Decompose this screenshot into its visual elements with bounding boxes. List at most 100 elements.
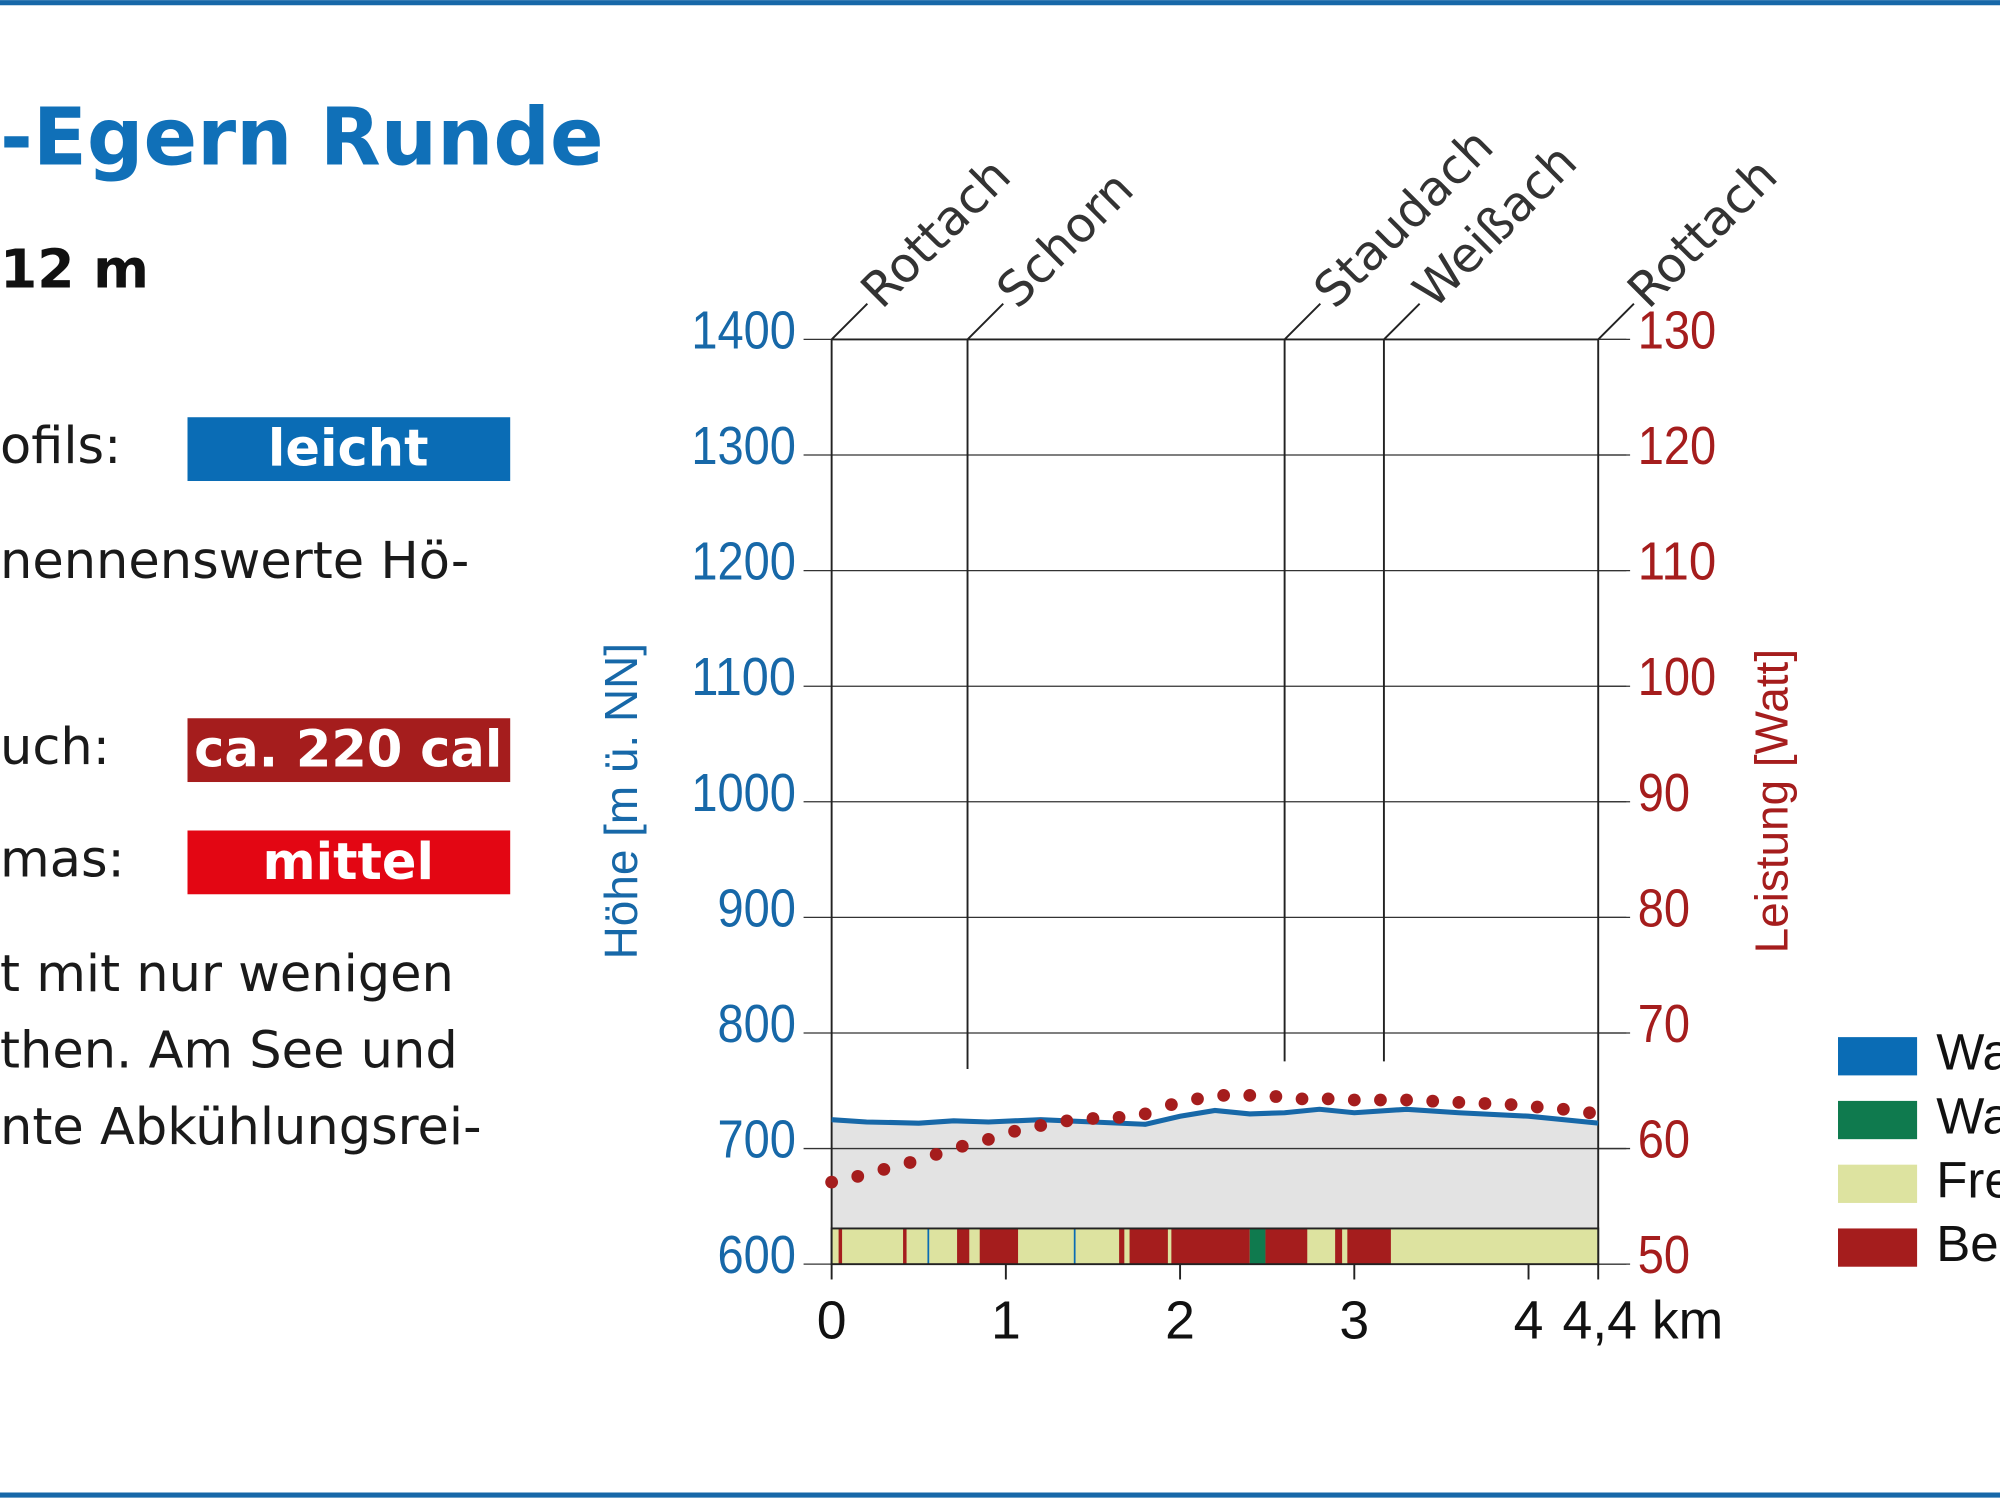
power-dot xyxy=(1217,1089,1231,1102)
legend-label: Wa xyxy=(1936,1024,2000,1081)
place-leader xyxy=(966,303,1004,341)
power-dot xyxy=(825,1175,839,1189)
y-tick-label: 1000 xyxy=(691,764,796,823)
power-dot xyxy=(1060,1114,1074,1128)
y2-tick-label: 70 xyxy=(1638,995,1690,1054)
subtitle: 12 m xyxy=(0,238,149,301)
surface-segment xyxy=(927,1228,930,1265)
power-dot xyxy=(1374,1093,1387,1107)
place-label: Rottach xyxy=(1617,148,1788,319)
text-line: then. Am See und xyxy=(0,1022,458,1081)
power-dot xyxy=(1583,1106,1596,1120)
legend-swatch xyxy=(1838,1164,1918,1203)
power-dot xyxy=(1400,1093,1413,1107)
place-leader xyxy=(1597,303,1635,341)
power-dot xyxy=(1269,1090,1283,1103)
y-tick-label: 900 xyxy=(717,879,795,938)
y-tick-label: 1100 xyxy=(691,648,796,707)
surface-frame xyxy=(830,1227,1600,1266)
legend-label: Fre xyxy=(1936,1151,2000,1208)
y2-tick-label: 90 xyxy=(1638,764,1690,823)
place-leader xyxy=(1383,303,1421,341)
title: -Egern Runde xyxy=(0,91,604,183)
power-dot xyxy=(1138,1107,1152,1121)
x-tick-label: 0 xyxy=(817,1291,847,1350)
surface-segment xyxy=(1249,1228,1266,1265)
power-dot xyxy=(903,1156,917,1169)
power-dot xyxy=(929,1147,943,1161)
surface-segment xyxy=(979,1228,1019,1265)
y2-tick-label: 130 xyxy=(1638,301,1716,360)
surface-segment xyxy=(1265,1228,1308,1265)
y2-tick-label: 100 xyxy=(1638,648,1716,707)
place-label: Rottach xyxy=(851,148,1022,319)
power-dot xyxy=(1112,1110,1126,1124)
x-tick-label: 4 xyxy=(1514,1291,1544,1350)
elevation-area xyxy=(831,1109,1599,1229)
x-tick-label: 4,4 km xyxy=(1563,1291,1724,1350)
note: nennenswerte Hö- xyxy=(0,532,469,591)
power-dot xyxy=(955,1139,969,1153)
power-dot xyxy=(1426,1094,1440,1108)
surface-segment xyxy=(903,1228,907,1265)
power-dot xyxy=(1504,1098,1518,1112)
y-tick-label: 700 xyxy=(717,1111,795,1170)
power-dot xyxy=(1347,1093,1361,1107)
surface-segment xyxy=(1119,1228,1125,1265)
y-tick-label: 1300 xyxy=(691,417,796,476)
legend-label: Bel xyxy=(1936,1215,2000,1272)
power-dot xyxy=(851,1169,865,1183)
power-dot xyxy=(1191,1092,1204,1106)
surface-segment xyxy=(838,1228,843,1265)
surface-segment xyxy=(1335,1228,1343,1265)
power-dot xyxy=(1164,1098,1178,1112)
power-dot xyxy=(1452,1095,1466,1109)
x-tick-label: 2 xyxy=(1165,1291,1195,1350)
power-dot xyxy=(1034,1119,1048,1132)
text-line: t mit nur wenigen xyxy=(0,945,454,1004)
legend-swatch xyxy=(1838,1037,1918,1076)
surface-segment xyxy=(1171,1228,1250,1265)
power-dot xyxy=(1530,1100,1544,1114)
power-dot xyxy=(1295,1092,1309,1106)
badge xyxy=(187,718,511,783)
y-tick-label: 1400 xyxy=(691,301,796,360)
badge xyxy=(187,417,511,482)
badge-text: leicht xyxy=(268,420,429,479)
y-tick-label: 1200 xyxy=(691,533,796,592)
y2-tick-label: 110 xyxy=(1638,533,1716,592)
place-leader xyxy=(830,303,869,341)
y-tick-label: 800 xyxy=(717,995,795,1054)
y-axis-title: Höhe [m ü. NN] xyxy=(595,643,647,959)
y2-tick-label: 60 xyxy=(1638,1111,1690,1170)
row-label: ofils: xyxy=(0,417,121,476)
power-dot xyxy=(1556,1102,1570,1116)
y2-tick-label: 80 xyxy=(1638,879,1690,938)
power-dot xyxy=(1478,1097,1492,1110)
x-tick-label: 1 xyxy=(991,1291,1021,1350)
place-leader xyxy=(1283,303,1322,341)
power-dot xyxy=(982,1132,995,1146)
power-dot xyxy=(1243,1089,1257,1102)
power-dot xyxy=(1321,1092,1335,1106)
legend-label: Wa xyxy=(1936,1088,2000,1145)
y2-tick-label: 120 xyxy=(1638,417,1716,476)
elevation-line xyxy=(831,1106,1599,1127)
badge xyxy=(187,830,511,895)
y2-tick-label: 50 xyxy=(1638,1226,1690,1285)
legend-swatch xyxy=(1838,1228,1918,1267)
row-label: mas: xyxy=(0,830,125,889)
badge-text: ca. 220 cal xyxy=(194,721,502,780)
legend-swatch xyxy=(1838,1100,1918,1140)
text-line: nte Abkühlungsrei- xyxy=(0,1098,482,1157)
y2-axis-title: Leistung [Watt] xyxy=(1746,649,1798,954)
row-label: uch: xyxy=(0,718,110,777)
surface-segment xyxy=(1073,1228,1076,1265)
surface-segment xyxy=(1347,1228,1391,1265)
power-dot xyxy=(877,1163,891,1176)
surface-segment xyxy=(957,1228,970,1265)
surface-segment xyxy=(1129,1228,1168,1265)
x-tick-label: 3 xyxy=(1339,1291,1369,1350)
badge-text: mittel xyxy=(262,833,434,892)
